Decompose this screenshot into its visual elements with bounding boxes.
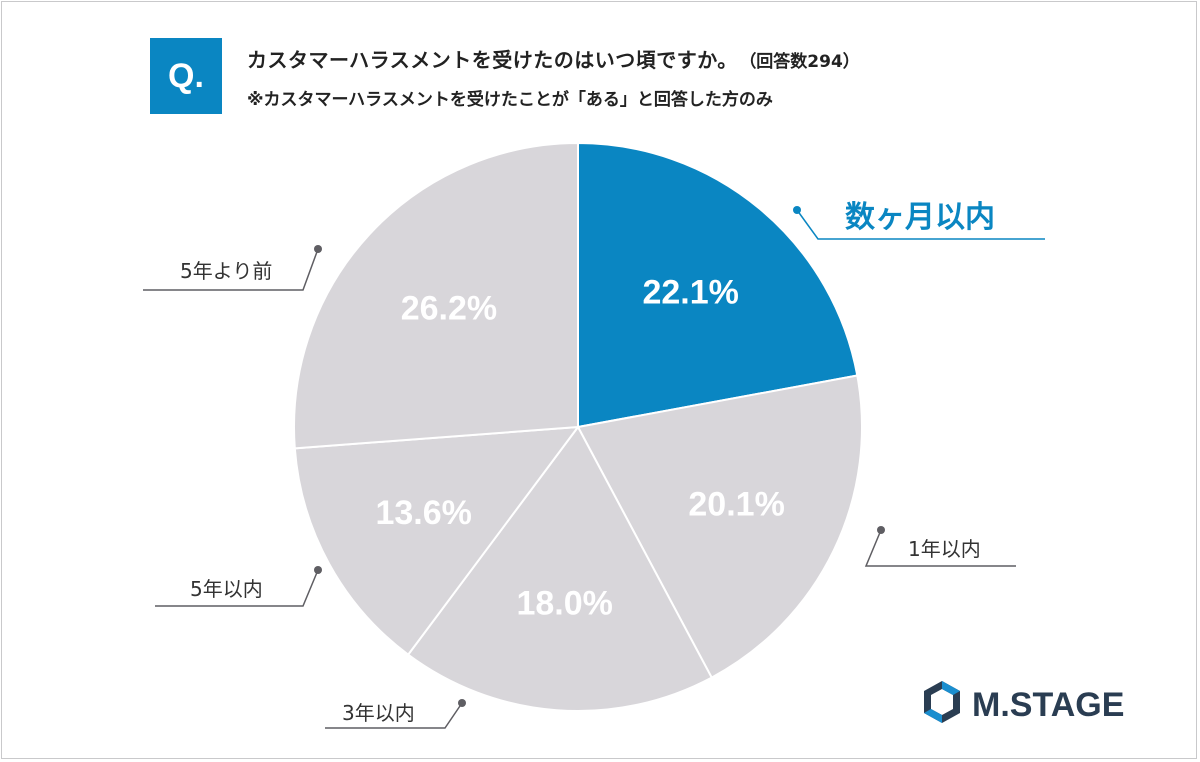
pie-slice-over-5-years — [293, 142, 579, 450]
slice-value-label-within-5-years: 13.6% — [375, 494, 471, 532]
question-badge: Q. — [150, 38, 222, 114]
logo-text: M.STAGE — [972, 686, 1124, 724]
question-title: カスタマーハラスメントを受けたのはいつ頃ですか。 （回答数294） — [247, 44, 860, 73]
category-label-within-5-years: 5年以内 — [190, 577, 263, 601]
callout-leader-within-3-years — [325, 702, 463, 729]
question-note: ※カスタマーハラスメントを受けたことが「ある」と回答した方のみ — [247, 90, 773, 110]
callout-leader-recent-months — [796, 209, 1045, 240]
question-text: カスタマーハラスメントを受けたのはいつ頃ですか。 — [247, 48, 738, 72]
category-label-recent-months: 数ヶ月以内 — [845, 200, 995, 235]
pie-slice-within-5-years — [293, 426, 579, 656]
slice-value-label-within-1-year: 20.1% — [688, 486, 784, 524]
category-label-within-3-years: 3年以内 — [342, 701, 415, 725]
slice-value-label-within-3-years: 18.0% — [516, 585, 612, 623]
callout-leader-over-5-years — [143, 248, 319, 291]
pie-slice-recent-months — [577, 142, 859, 428]
callout-leader-within-1-year — [864, 529, 1016, 567]
company-logo: M.STAGE — [924, 681, 1124, 724]
respondent-count: （回答数294） — [747, 52, 860, 72]
callout-leader-within-5-years — [155, 569, 319, 607]
pie-slice-within-1-year — [577, 374, 863, 679]
pie-slice-within-3-years — [407, 426, 713, 713]
category-label-over-5-years: 5年より前 — [180, 259, 272, 283]
category-label-within-1-year: 1年以内 — [908, 537, 981, 561]
slice-value-label-over-5-years: 26.2% — [401, 289, 497, 327]
hexagon-logo-icon — [924, 681, 960, 723]
slice-value-label-recent-months: 22.1% — [642, 274, 738, 312]
